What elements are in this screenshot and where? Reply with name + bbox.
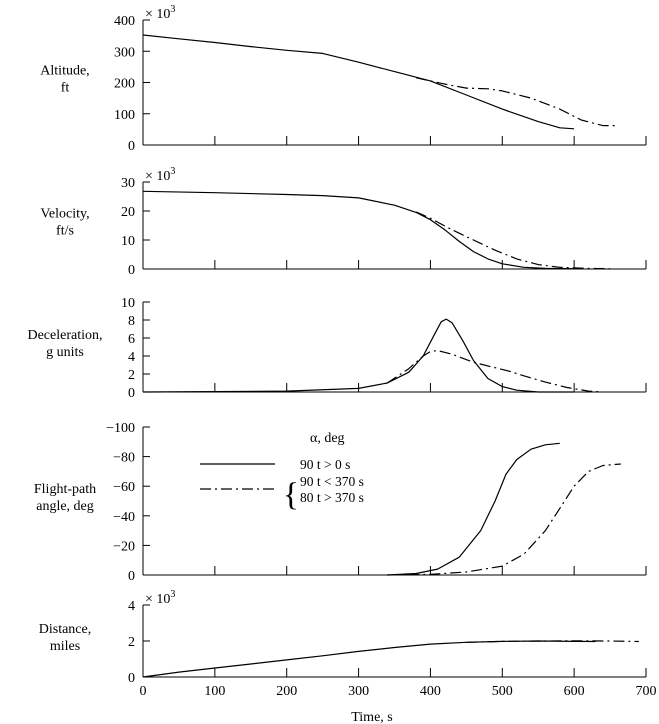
- y-axis-label: Velocity, ft/s: [40, 207, 89, 239]
- y-axis-label-line: Flight-path: [34, 482, 96, 497]
- x-tick-label: 600: [564, 684, 585, 699]
- y-tick-label: 0: [128, 386, 135, 401]
- y-tick-label: 0: [128, 139, 135, 154]
- y-axis-label: Deceleration, g units: [27, 328, 102, 360]
- y-tick-label: −60: [113, 480, 135, 495]
- series-line-solid: [142, 640, 596, 678]
- y-tick-label: 8: [128, 314, 135, 329]
- legend-brace: {: [283, 477, 299, 513]
- y-tick-label: 4: [128, 599, 135, 614]
- legend: α, deg 90 t > 0 s { 90 t < 370 s 80 t > …: [200, 431, 364, 513]
- y-tick-label: 10: [121, 296, 135, 311]
- y-tick-label: 0: [128, 569, 135, 584]
- y-multiplier: × 103: [145, 589, 175, 607]
- legend-label-dashdot-1: 90 t < 370 s: [300, 474, 364, 489]
- series-line-dash-dot: [415, 77, 618, 127]
- x-tick-label: 200: [276, 684, 297, 699]
- y-tick-label: 10: [121, 234, 135, 249]
- legend-label-dashdot-2: 80 t > 370 s: [300, 490, 364, 505]
- y-axis-label: Flight-path angle, deg: [34, 482, 96, 514]
- y-multiplier-exponent: 3: [170, 589, 175, 600]
- y-tick-label: 0: [128, 263, 135, 278]
- y-tick-label: 2: [128, 368, 135, 383]
- x-axis-label: Time, s: [351, 710, 393, 724]
- x-tick-label: 700: [636, 684, 657, 699]
- series-line-solid: [142, 190, 575, 270]
- y-multiplier-exponent: 3: [170, 166, 175, 177]
- x-tick-label: 300: [348, 684, 369, 699]
- y-tick-label: 6: [128, 332, 135, 347]
- y-tick-label: 2: [128, 635, 135, 650]
- y-multiplier: × 103: [145, 4, 175, 22]
- y-axis-label: Altitude, ft: [40, 64, 89, 96]
- x-tick-label: 400: [420, 684, 441, 699]
- y-tick-label: 400: [114, 14, 135, 29]
- x-tick-label: 100: [204, 684, 225, 699]
- y-tick-label: 20: [121, 205, 135, 220]
- legend-label-solid: 90 t > 0 s: [300, 457, 350, 472]
- y-multiplier: × 103: [145, 166, 175, 184]
- panel-4: 0 −20 −40 −60 −80 −100 Flight-path angle, deg: [34, 421, 647, 584]
- y-axis-label-line: angle, deg: [36, 499, 94, 514]
- y-axis-label-line: g units: [46, 345, 84, 360]
- series-line-dash-dot: [415, 211, 611, 270]
- y-axis-label-line: ft/s: [56, 224, 74, 239]
- panel-2: 0 10 20 30 × 103 Velocity, ft/s: [40, 166, 647, 278]
- series-line-solid: [387, 442, 560, 576]
- series-line-dash-dot: [466, 640, 639, 643]
- y-axis-label-line: Distance,: [39, 622, 91, 637]
- y-tick-label: 200: [114, 77, 135, 92]
- x-tick-label: 500: [492, 684, 513, 699]
- y-axis-label-line: ft: [61, 81, 70, 96]
- legend-title: α, deg: [310, 431, 345, 446]
- y-tick-label: −100: [106, 421, 135, 436]
- y-axis-label: Distance, miles: [39, 622, 91, 654]
- y-tick-label: 30: [121, 176, 135, 191]
- y-multiplier-exponent: 3: [170, 4, 175, 15]
- panel-1: 0 100 200 300 400 × 103 Altitude, ft: [40, 4, 647, 154]
- y-tick-label: 0: [128, 671, 135, 686]
- x-tick-label: 0: [140, 684, 147, 699]
- y-tick-label: 100: [114, 108, 135, 123]
- y-axis-label-line: Deceleration,: [27, 328, 102, 343]
- series-line-dash-dot: [387, 463, 621, 576]
- y-tick-label: 300: [114, 45, 135, 60]
- y-tick-label: −40: [113, 510, 135, 525]
- y-axis-label-line: miles: [50, 639, 80, 654]
- y-axis-label-line: Velocity,: [40, 207, 89, 222]
- y-axis-label-line: Altitude,: [40, 64, 89, 79]
- y-tick-label: −20: [113, 539, 135, 554]
- series-line-solid: [142, 34, 575, 130]
- y-tick-label: 4: [128, 350, 135, 365]
- series-line-dash-dot: [386, 350, 603, 393]
- panel-5: 0 2 4 0 100 200 300 400 500 600 700 × 103 Distance, m…: [39, 589, 657, 699]
- series-line-solid: [142, 318, 575, 393]
- y-tick-label: −80: [113, 451, 135, 466]
- panel-3: 0 2 4 6 8 10 Deceleration, g units: [27, 296, 647, 401]
